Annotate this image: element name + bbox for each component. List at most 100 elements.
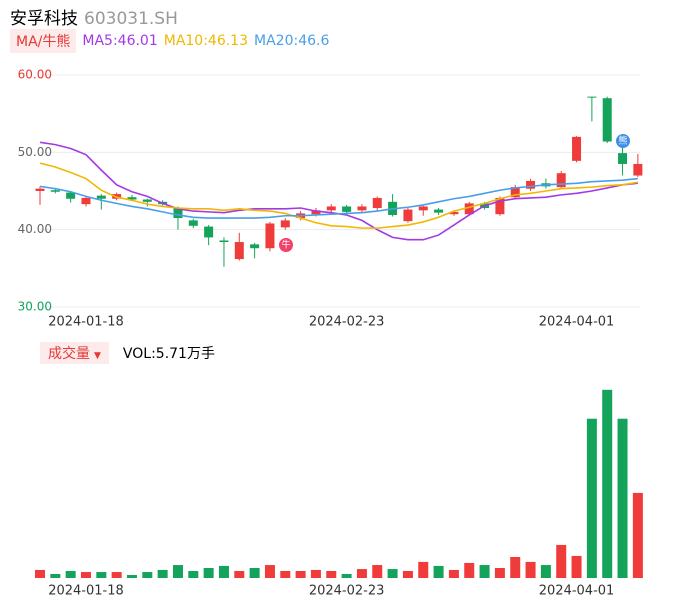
candle-body — [372, 197, 382, 209]
volume-bar — [111, 572, 122, 578]
volume-x-tick-label: 2024-04-01 — [539, 584, 615, 599]
volume-bar — [632, 492, 643, 578]
legend-ma5: MA5:46.01 — [82, 33, 158, 49]
volume-bar — [234, 570, 245, 578]
ma-line — [39, 141, 638, 241]
volume-bar — [188, 570, 199, 578]
ma-line — [39, 162, 639, 229]
bull-icon — [279, 238, 293, 252]
candle-body — [572, 136, 582, 161]
candle-body — [480, 203, 490, 209]
volume-bar — [96, 572, 107, 578]
volume-toggle[interactable]: 成交量 ▼ — [40, 342, 109, 364]
legend-ma10: MA10:46.13 — [163, 33, 249, 49]
volume-bar — [387, 569, 398, 578]
volume-bar — [510, 556, 521, 578]
bear-marker: 熊 — [616, 134, 630, 148]
ma-toggle[interactable]: MA/牛熊 — [10, 29, 77, 53]
candle-body — [188, 220, 198, 226]
volume-bar — [142, 572, 153, 578]
y-tick-label: 60.00 — [18, 68, 52, 82]
volume-bar — [249, 568, 260, 578]
volume-bar — [35, 569, 45, 578]
candle-body — [50, 190, 60, 192]
stock-title: 安孚科技 603031.SH — [10, 4, 178, 29]
volume-bar — [203, 568, 214, 578]
bull-text: 牛 — [281, 239, 290, 251]
dropdown-arrow: ▼ — [94, 351, 101, 361]
volume-bar — [525, 561, 536, 578]
x-tick-label: 2024-02-23 — [309, 315, 385, 330]
candle-body — [35, 188, 45, 191]
bear-icon — [616, 134, 630, 148]
candle-body — [434, 209, 444, 213]
volume-bar — [356, 569, 367, 578]
volume-bar — [157, 569, 168, 578]
volume-bar — [571, 555, 582, 578]
y-tick-label: 40.00 — [18, 222, 52, 236]
candle-body — [265, 223, 275, 249]
volume-bar — [172, 565, 183, 578]
volume-bar — [264, 565, 275, 578]
ma-line — [39, 177, 638, 219]
volume-bar — [310, 569, 321, 578]
candle-body — [556, 173, 566, 188]
volume-value: VOL:5.71万手 — [122, 346, 215, 362]
candle-body — [342, 206, 352, 212]
volume-x-tick-label: 2024-01-18 — [48, 584, 124, 599]
volume-bar — [402, 570, 413, 578]
legend-ma20: MA20:46.6 — [254, 33, 330, 49]
candle-body — [510, 187, 520, 198]
candle-body — [96, 195, 106, 199]
volume-bar — [280, 570, 291, 578]
volume-bar — [540, 565, 551, 578]
candle-body — [418, 206, 428, 211]
candle-body — [66, 192, 76, 199]
bear-text: 熊 — [618, 135, 627, 147]
volume-bar — [494, 568, 505, 578]
candle-body — [633, 163, 643, 176]
candle-body — [388, 201, 398, 215]
stock-code: 603031.SH — [84, 9, 178, 29]
volume-bar — [295, 570, 306, 578]
volume-bar — [556, 544, 567, 578]
candle-body — [250, 244, 260, 249]
candle-body — [311, 210, 321, 215]
volume-bar — [50, 573, 61, 578]
volume-x-tick-label: 2024-02-23 — [309, 584, 385, 599]
volume-bar — [80, 572, 91, 578]
candle-body — [403, 209, 413, 222]
candle-body — [204, 226, 214, 238]
volume-bar — [126, 575, 137, 578]
candle-body — [495, 197, 505, 215]
volume-bar — [418, 561, 429, 578]
volume-bar — [479, 565, 490, 578]
candle-body — [587, 96, 597, 98]
volume-legend: 成交量 ▼ VOL:5.71万手 — [40, 342, 215, 364]
x-tick-label: 2024-01-18 — [48, 315, 124, 330]
bull-marker: 牛 — [279, 238, 293, 252]
candle-body — [296, 213, 306, 219]
volume-bar — [326, 570, 337, 578]
candle-body — [541, 183, 551, 187]
candle-body — [357, 206, 367, 211]
candle-body — [127, 197, 137, 200]
x-tick-label: 2024-04-01 — [539, 315, 615, 330]
candle-body — [142, 199, 152, 202]
candle-body — [526, 180, 536, 189]
candle-body — [234, 242, 244, 260]
volume-bar — [372, 565, 383, 578]
y-tick-label: 50.00 — [18, 145, 52, 159]
stock-name: 安孚科技 — [10, 9, 78, 29]
candle-body — [219, 240, 229, 243]
candle-body — [618, 153, 628, 164]
candle-body — [112, 194, 122, 199]
volume-bar — [448, 569, 459, 578]
candle-body — [326, 206, 336, 211]
volume-bar — [341, 573, 352, 578]
volume-toggle-text: 成交量 — [48, 346, 90, 362]
volume-bar — [65, 570, 76, 578]
candle-body — [449, 211, 459, 215]
